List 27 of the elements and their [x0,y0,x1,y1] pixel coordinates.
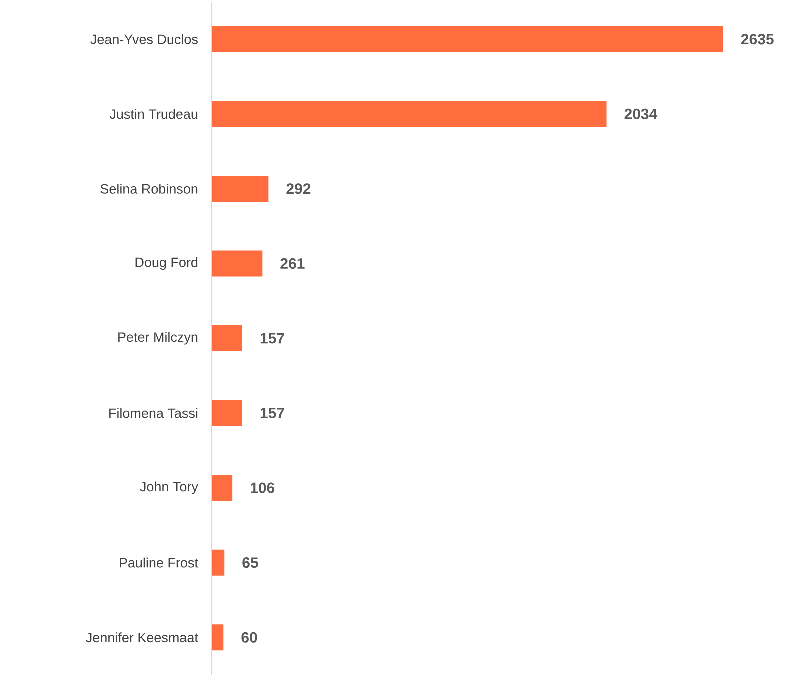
bar [212,176,269,202]
bar [212,326,242,352]
y-tick-label: Justin Trudeau [110,109,198,120]
bar [212,550,225,576]
y-tick-label: Jean-Yves Duclos [90,34,198,44]
bar [212,101,607,128]
data-label: 65 [242,558,258,568]
bar [212,400,242,426]
y-tick-label: Jennifer Keesmaat [86,632,198,643]
y-tick-label: Pauline Frost [120,558,198,568]
y-tick-label: Peter Milczyn [118,332,198,345]
data-label: 292 [286,184,311,194]
y-tick-label: Selina Robinson [100,184,198,194]
bar [212,26,724,52]
y-tick-label: Doug Ford [136,257,198,270]
data-label: 261 [280,258,305,270]
bar [212,624,224,651]
data-label: 2034 [624,108,658,120]
y-tick-label: Filomena Tassi [110,408,198,418]
bar [212,475,233,502]
data-label: 157 [260,333,284,344]
data-label: 157 [260,408,284,419]
data-label: 2635 [741,34,774,45]
data-label: 106 [251,482,275,494]
data-label: 60 [242,632,258,643]
y-tick-label: John Tory [140,482,198,494]
bar [212,250,263,277]
